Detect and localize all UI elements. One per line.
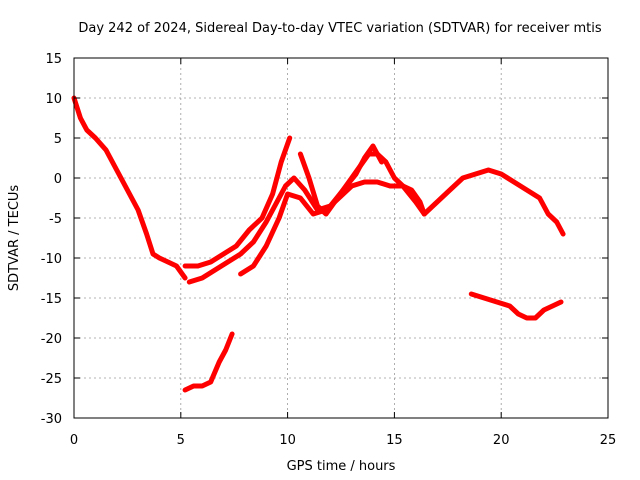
y-tick-label: -30 <box>41 412 62 427</box>
x-axis-label: GPS time / hours <box>287 459 396 474</box>
x-tick-label: 25 <box>600 433 617 448</box>
y-axis-label: SDTVAR / TECUs <box>7 185 22 292</box>
x-tick-label: 20 <box>493 433 510 448</box>
series-layer <box>71 95 566 393</box>
y-tick-label: 15 <box>45 52 62 67</box>
y-tick-label: -5 <box>49 212 62 227</box>
x-tick-label: 5 <box>177 433 185 448</box>
series-arc-7 <box>182 331 235 393</box>
x-tick-label: 0 <box>70 433 78 448</box>
y-tick-label: -15 <box>41 292 62 307</box>
series-arc-5 <box>297 151 427 217</box>
series-arc-6 <box>421 167 566 237</box>
y-tick-label: -10 <box>41 252 62 267</box>
axis-ticks: 0 5 10 15 20 25 -30 -25 -20 -15 -10 -5 0 5 10 15 <box>41 52 617 448</box>
series-arc-3 <box>186 143 385 285</box>
y-tick-label: 5 <box>54 132 62 147</box>
y-tick-label: 10 <box>45 92 62 107</box>
series-arc-2 <box>182 135 293 269</box>
y-tick-label: -25 <box>41 372 62 387</box>
y-tick-label: 0 <box>54 172 62 187</box>
series-arc-4 <box>238 179 427 277</box>
y-tick-label: -20 <box>41 332 62 347</box>
grid-lines <box>74 58 608 418</box>
x-tick-label: 15 <box>386 433 403 448</box>
series-arc-8 <box>468 291 564 321</box>
x-tick-label: 10 <box>279 433 296 448</box>
plot-frame <box>73 57 609 419</box>
series-arc-1 <box>71 95 188 281</box>
chart-title: Day 242 of 2024, Sidereal Day-to-day VTE… <box>78 21 602 36</box>
